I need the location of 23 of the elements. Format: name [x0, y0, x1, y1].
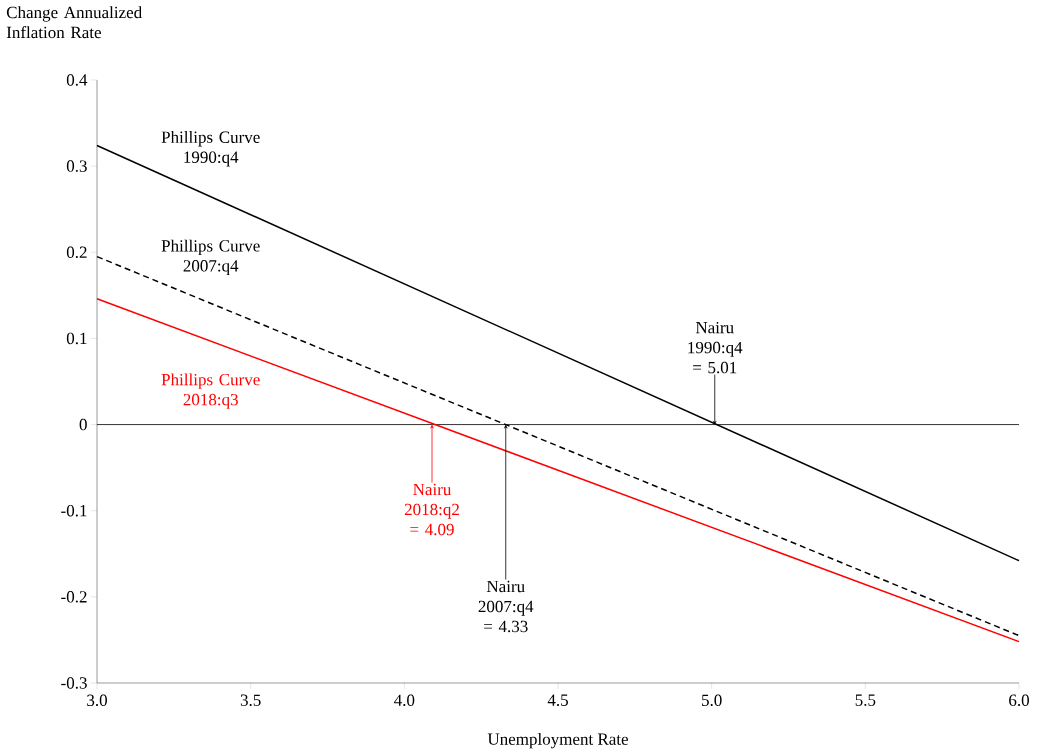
x-tick-label: 6.0	[1009, 694, 1029, 707]
x-tick-label: 5.0	[702, 694, 722, 707]
y-tick-label: 0.2	[66, 246, 87, 259]
y-tick-label: -0.2	[61, 591, 87, 603]
series-label: Phillips Curve 2018:q3	[161, 373, 260, 409]
x-tick-label: 4.5	[547, 694, 568, 706]
series-label: Phillips Curve 2007:q4	[161, 239, 260, 276]
y-axis-title: Change Annualized Inflation Rate	[6, 6, 142, 39]
x-axis-title: Unemployment Rate	[487, 732, 628, 749]
annotation: Nairu 2018:q2 = 4.09	[404, 483, 459, 536]
series-label: Phillips Curve 1990:q4	[161, 130, 260, 167]
y-tick-label: 0.1	[66, 332, 87, 345]
x-tick-label: 4.0	[394, 694, 415, 707]
y-tick-label: 0	[79, 418, 87, 431]
x-tick-label: 3.0	[87, 694, 107, 707]
x-tick-label: 3.5	[240, 694, 261, 707]
annotation: Nairu 2007:q4 = 4.33	[478, 580, 534, 633]
y-tick-label: -0.3	[61, 677, 87, 689]
y-tick-label: 0.3	[66, 160, 87, 172]
annotation: Nairu 1990:q4 = 5.01	[688, 321, 743, 374]
x-tick-label: 5.5	[855, 694, 876, 706]
y-tick-label: -0.1	[61, 504, 87, 517]
y-tick-label: 0.4	[66, 74, 88, 86]
